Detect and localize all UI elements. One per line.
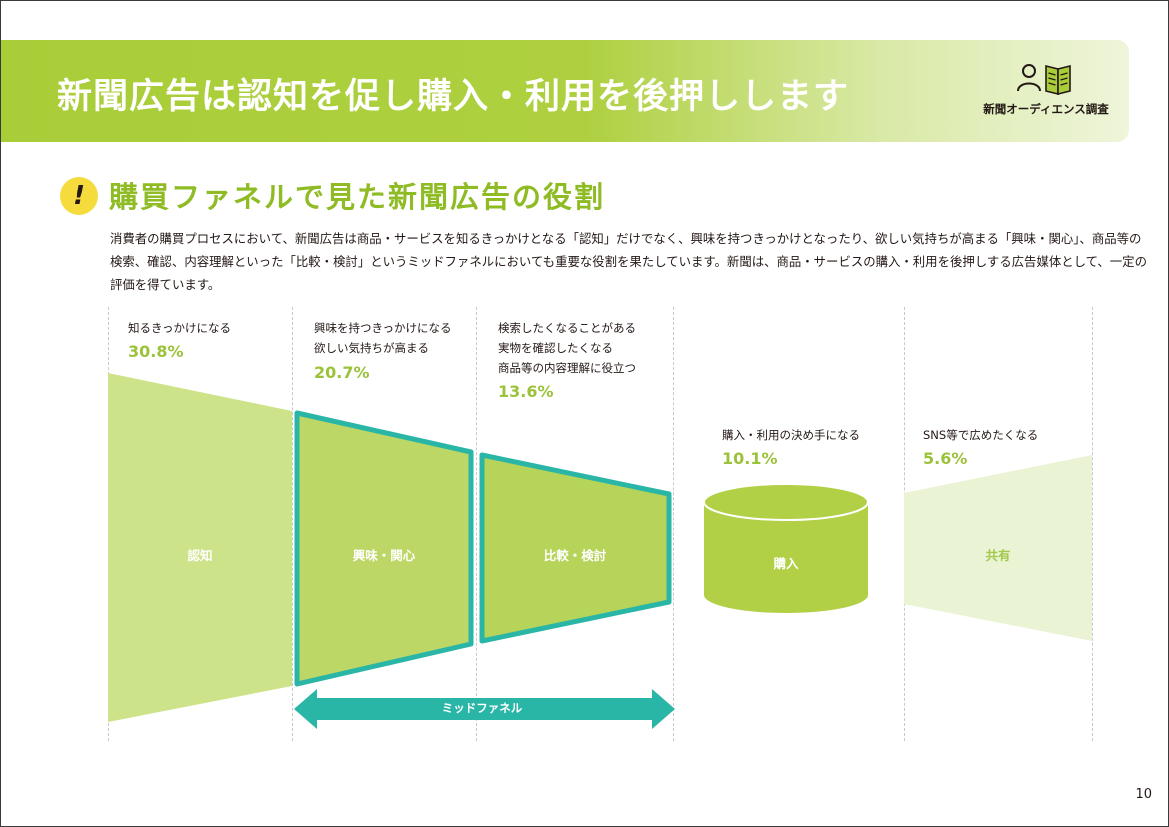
awareness-shape [108, 373, 292, 722]
compare-shape [479, 452, 672, 644]
intro-line: 評価を得ています。 [110, 277, 221, 292]
stage-desc-awareness: 知るきっかけになる [128, 318, 231, 338]
desc-line: 検索したくなることがある [498, 321, 636, 335]
intro-line: 検索、確認、内容理解といった「比較・検討」というミッドファネルにおいても重要な役… [110, 254, 1147, 269]
stage-percent-purchase: 10.1% [722, 449, 778, 468]
interest-shape [294, 410, 474, 687]
page-number: 10 [1135, 787, 1152, 802]
stage-label-interest: 興味・関心 [352, 548, 416, 563]
stage-percent-interest: 20.7% [314, 363, 370, 382]
page-title: 新聞広告は認知を促し購入・利用を後押しします [57, 77, 850, 117]
stage-desc-share: SNS等で広めたくなる [923, 425, 1038, 445]
desc-line: 欲しい気持ちが高まる [314, 341, 429, 355]
column-divider [476, 307, 477, 741]
stage-desc-interest: 興味を持つきっかけになる 欲しい気持ちが高まる [314, 318, 452, 358]
desc-line: SNS等で広めたくなる [923, 428, 1039, 442]
stage-percent-awareness: 30.8% [128, 342, 184, 361]
desc-line: 実物を確認したくなる [498, 341, 613, 355]
intro-line: 消費者の購買プロセスにおいて、新聞広告は商品・サービスを知るきっかけとなる「認知… [110, 231, 1142, 246]
stage-percent-share: 5.6% [923, 449, 968, 468]
share-shape [904, 455, 1092, 641]
desc-line: 商品等の内容理解に役立つ [498, 361, 636, 375]
stage-label-awareness: 認知 [187, 548, 213, 563]
exclamation-icon: ! [60, 177, 98, 215]
intro-paragraph: 消費者の購買プロセスにおいて、新聞広告は商品・サービスを知るきっかけとなる「認知… [110, 227, 1147, 296]
desc-line: 購入・利用の決め手になる [722, 428, 860, 442]
stage-label-purchase: 購入 [773, 556, 799, 571]
purchase-cylinder [703, 483, 869, 613]
column-divider [1092, 307, 1093, 741]
header-banner [1, 40, 1129, 142]
column-divider [673, 307, 674, 741]
stage-desc-compare: 検索したくなることがある 実物を確認したくなる 商品等の内容理解に役立つ [498, 318, 636, 378]
stage-label-share: 共有 [985, 548, 1011, 563]
desc-line: 知るきっかけになる [128, 321, 232, 335]
mid-funnel-arrow [294, 689, 675, 729]
person-icon [1017, 64, 1041, 92]
stage-desc-purchase: 購入・利用の決め手になる [722, 425, 860, 445]
open-book-icon [1045, 64, 1071, 96]
stage-percent-compare: 13.6% [498, 382, 554, 401]
desc-line: 興味を持つきっかけになる [314, 321, 452, 335]
column-divider [292, 307, 293, 741]
mid-funnel-label: ミッドファネル [441, 701, 523, 715]
stage-label-compare: 比較・検討 [543, 548, 607, 563]
survey-logo [1017, 64, 1071, 96]
survey-logo-text: 新聞オーディエンス調査 [983, 102, 1109, 116]
section-title: 購買ファネルで見た新聞広告の役割 [109, 180, 606, 214]
